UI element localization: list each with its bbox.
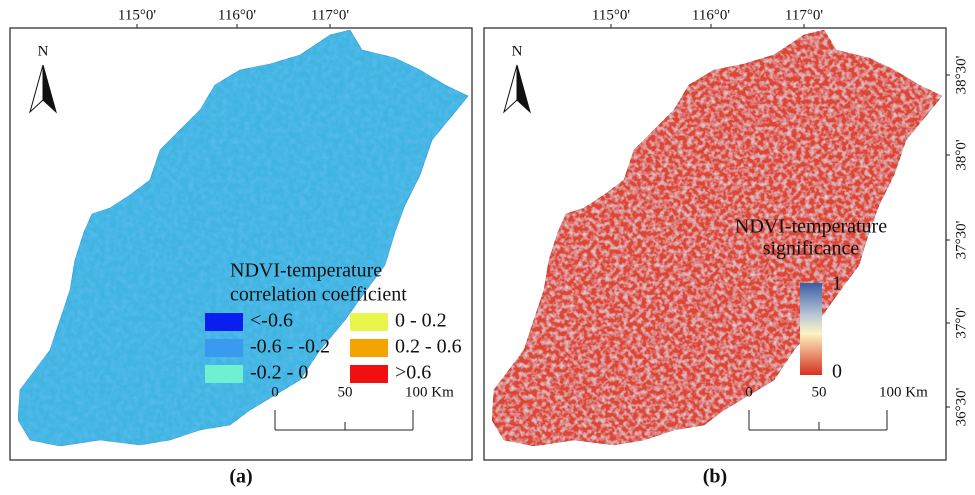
colorbar-max: 1 [832, 273, 842, 295]
lat-label: 37°30' [953, 220, 969, 259]
lat-label: 38°0' [953, 139, 969, 170]
lat-label: 38°30' [953, 55, 969, 94]
lat-label: 36°30' [953, 387, 969, 426]
legend-label: 0 - 0.2 [395, 310, 447, 332]
north-arrow [516, 64, 531, 114]
legend-title: NDVI-temperature [230, 260, 382, 282]
legend-label: <-0.6 [250, 310, 293, 332]
north-arrow [503, 64, 518, 114]
lon-label: 115°0' [118, 7, 156, 23]
colorbar-min: 0 [832, 361, 842, 383]
legend-swatch [350, 313, 388, 331]
north-arrow [42, 64, 57, 114]
scale-label: 0 [745, 384, 753, 400]
legend-swatch [205, 313, 243, 331]
region [17, 29, 469, 447]
lat-label: 37°0' [953, 307, 969, 338]
map-frame [483, 27, 947, 461]
lon-label: 116°0' [218, 7, 256, 23]
legend-label: >0.6 [395, 362, 431, 384]
caption: (b) [703, 466, 727, 488]
legend-label: -0.6 - -0.2 [250, 336, 330, 358]
scale-label: 50 [338, 384, 353, 400]
scale-label: 0 [271, 384, 279, 400]
colorbar [800, 283, 822, 375]
map-frame [9, 27, 473, 461]
lon-label: 117°0' [311, 7, 349, 23]
map-panel: 115°0' 116°0' 117°0' N 0 50 100 Km (b) 38°30' 38°… [483, 7, 969, 488]
legend-label: 0.2 - 0.6 [395, 336, 462, 358]
lon-label: 116°0' [692, 7, 730, 23]
scale-label: 100 Km [879, 384, 928, 400]
caption: (a) [229, 466, 252, 488]
north-arrow [29, 64, 44, 114]
map-panel: 115°0' 116°0' 117°0' N 0 50 100 Km (a) NDVI-temp… [9, 7, 473, 488]
legend-title: NDVI-temperature [735, 216, 887, 238]
scale-label: 100 Km [405, 384, 454, 400]
legend-swatch [350, 365, 388, 383]
legend-label: -0.2 - 0 [250, 362, 308, 384]
lon-label: 117°0' [785, 7, 823, 23]
legend-title: correlation coefficient [230, 284, 407, 306]
lon-label: 115°0' [592, 7, 630, 23]
legend-swatch [205, 365, 243, 383]
legend-swatch [350, 339, 388, 357]
legend-title: significance [763, 238, 860, 260]
north-label: N [38, 43, 49, 59]
legend-swatch [205, 339, 243, 357]
north-label: N [512, 43, 523, 59]
region [491, 29, 943, 447]
scale-label: 50 [812, 384, 827, 400]
